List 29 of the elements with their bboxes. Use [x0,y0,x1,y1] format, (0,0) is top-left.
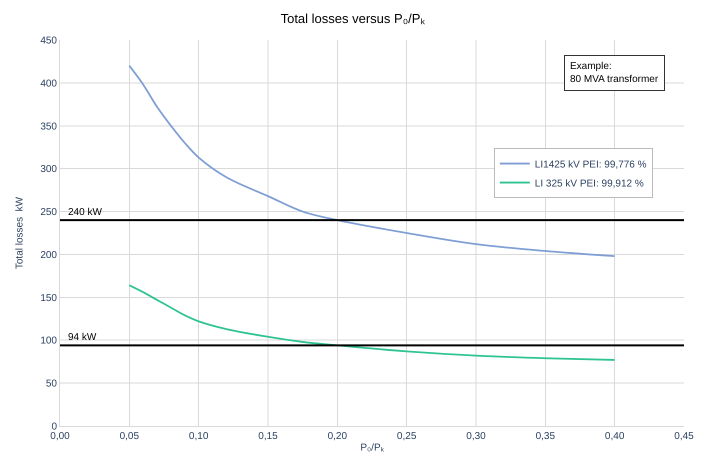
line-series [128,284,616,361]
y-tick-label: 200 [40,250,58,261]
x-tick-label: 0,05 [120,431,140,442]
legend-label: LI 325 kV PEI: 99,912 % [534,178,644,190]
y-tick-label: 250 [40,207,58,218]
x-tick-label: 0,30 [466,431,486,442]
legend-label: LI1425 kV PEI: 99,776 % [534,159,647,170]
y-tick-label: 150 [40,292,58,304]
y-tick-label: 0 [51,422,58,432]
x-tick-label: 0,15 [258,431,278,442]
x-tick-label: 0,35 [536,431,556,442]
y-tick-label: 350 [40,121,58,132]
x-tick-label: 0,40 [604,431,625,442]
y-axis-title: Total losses kW [14,196,26,270]
x-tick-label: 0,10 [188,431,209,442]
ref-line-label: 240 kW [68,207,102,218]
ref-line-label: 94 kW [68,332,97,343]
x-tick-label: 0,00 [50,431,70,442]
y-tick-label: 300 [40,164,58,176]
x-tick-label: 0,20 [328,431,348,442]
x-tick-label: 0,45 [674,431,694,442]
chart-title: Total losses versus P₀/Pₖ [280,11,426,26]
y-tick-label: 100 [40,336,58,347]
x-axis-title: P₀/Pₖ [360,442,385,454]
y-tick-label: 50 [46,378,58,390]
x-tick-label: 0,25 [396,431,417,442]
y-tick-label: 450 [40,36,58,46]
y-tick-label: 400 [40,78,58,90]
annotation: Example: 80 MVA transformer [570,61,659,85]
